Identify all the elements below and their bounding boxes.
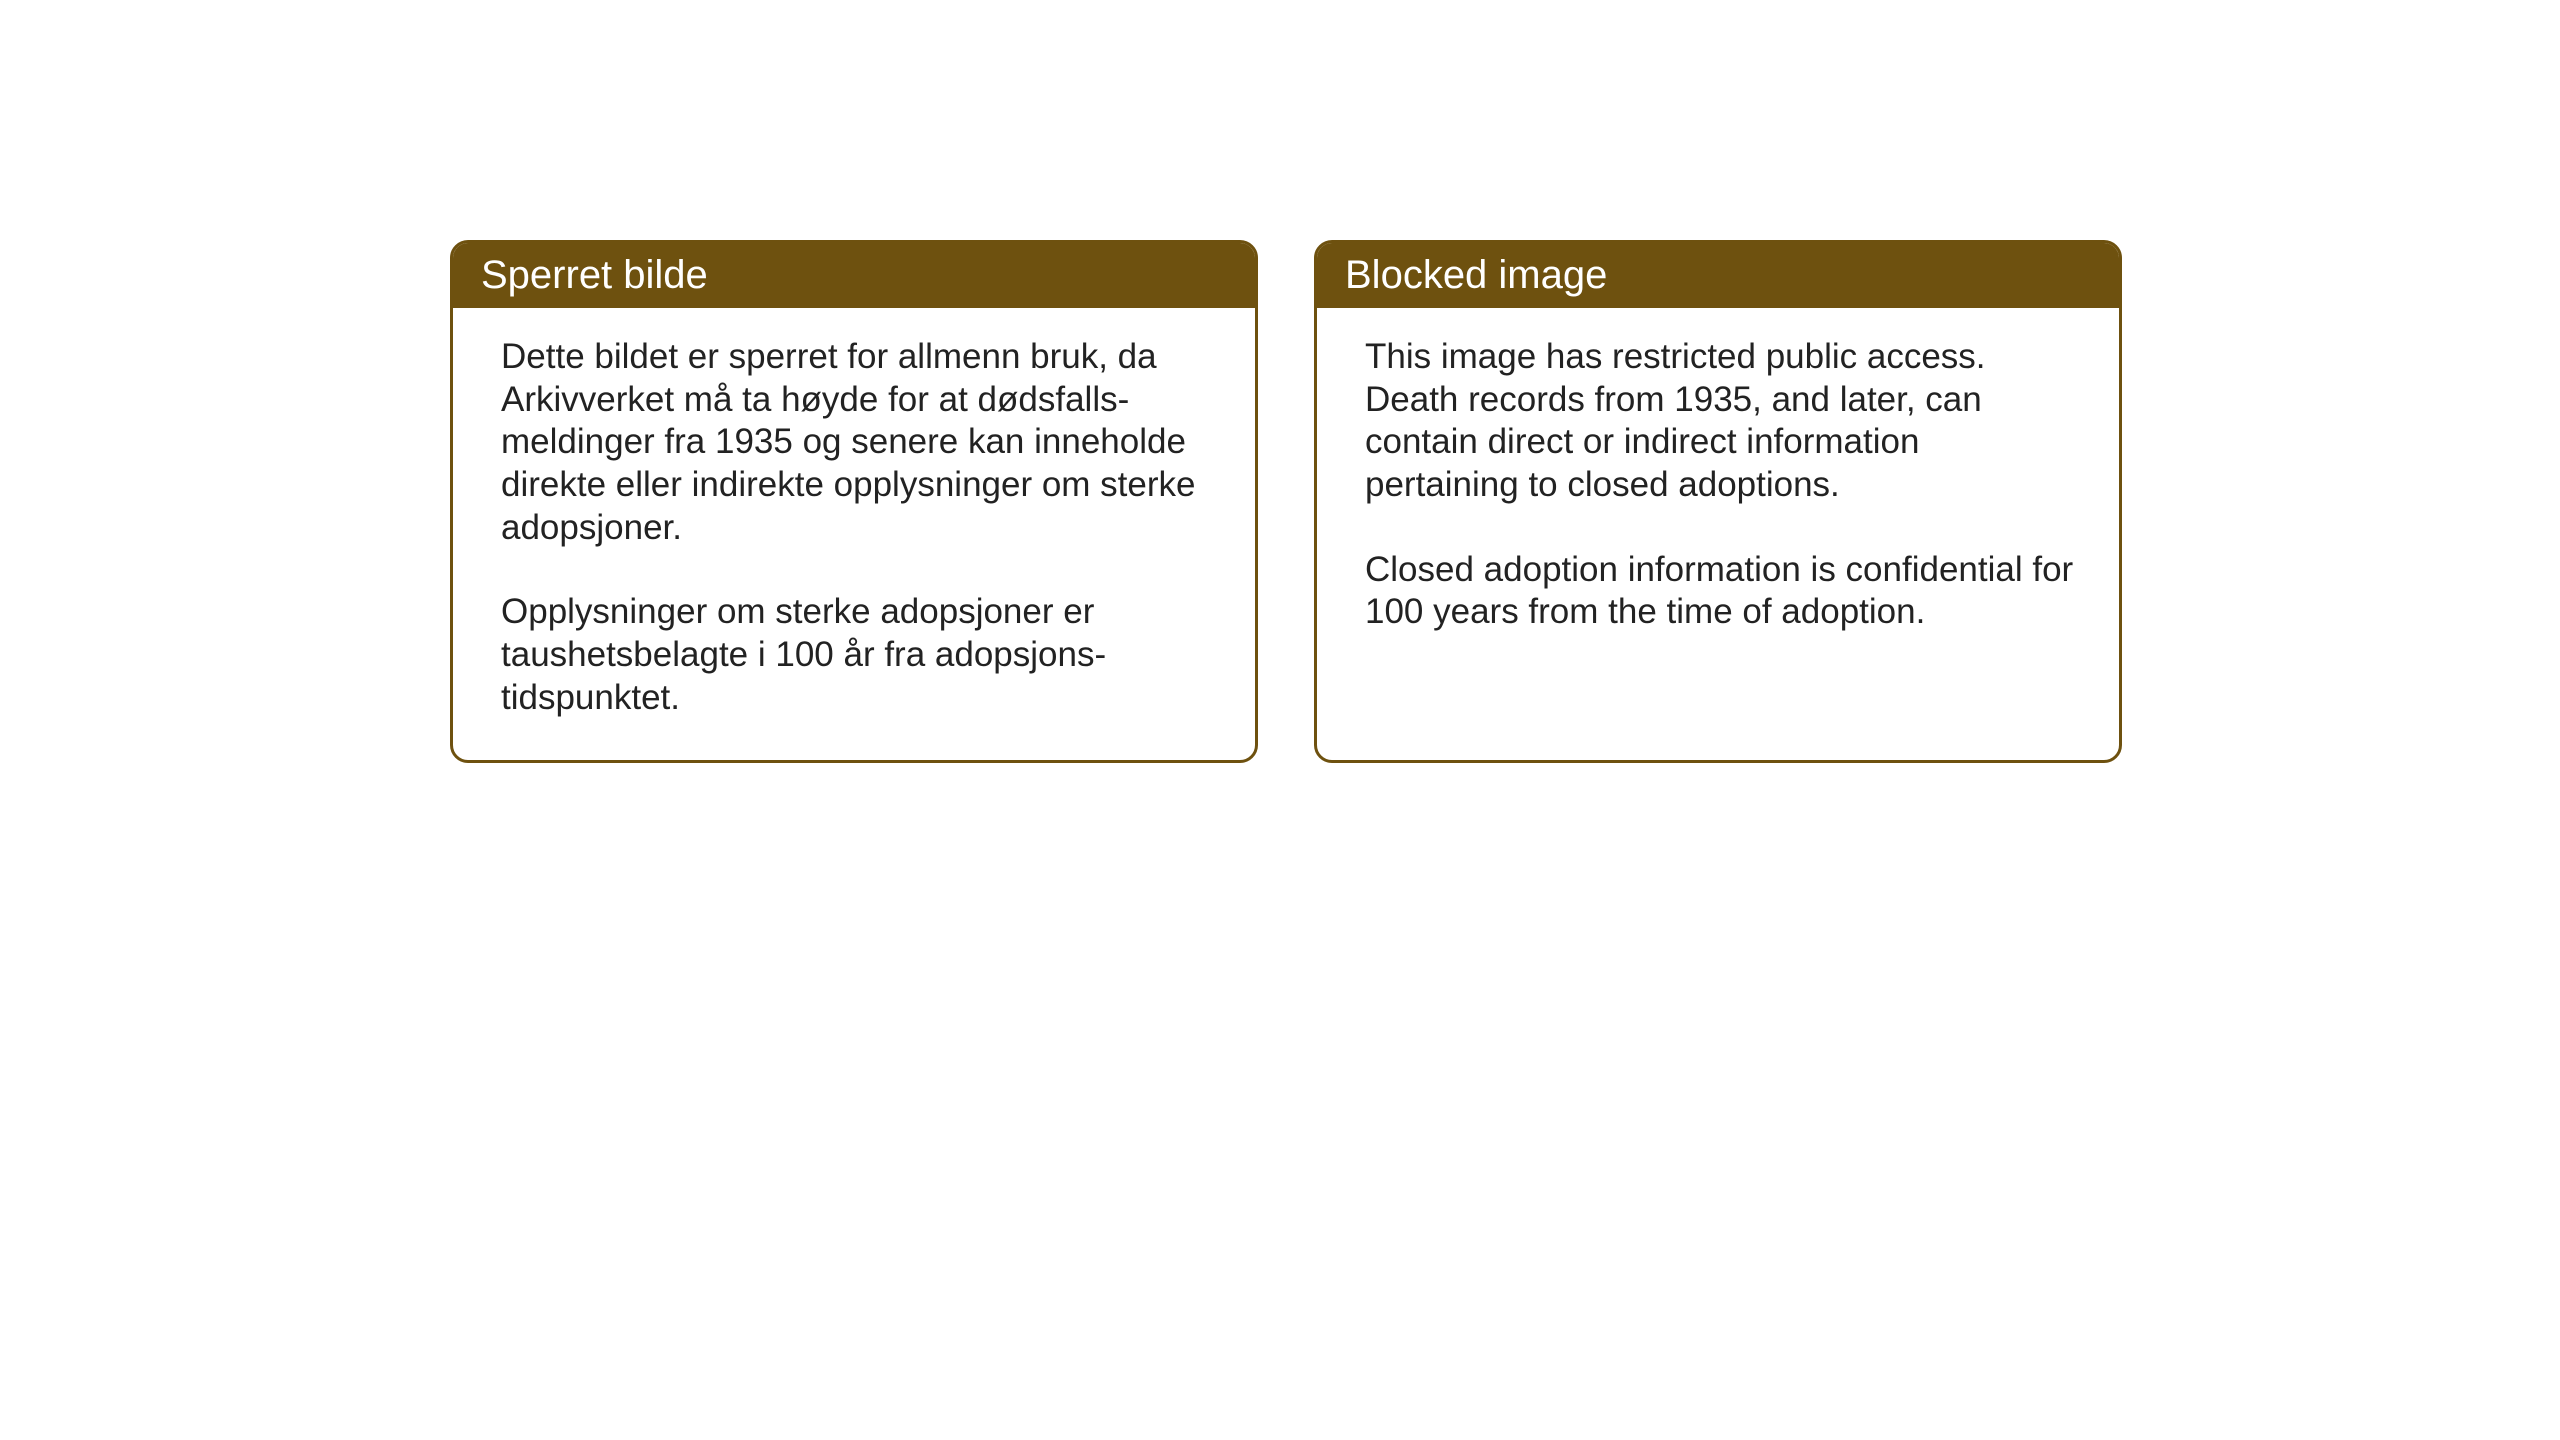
paragraph-2: Closed adoption information is confident… <box>1365 549 2077 634</box>
card-title: Sperret bilde <box>481 253 708 297</box>
card-header: Sperret bilde <box>453 243 1255 308</box>
paragraph-2: Opplysninger om sterke adopsjoner er tau… <box>501 591 1213 719</box>
notice-card-english: Blocked image This image has restricted … <box>1314 240 2122 763</box>
card-title: Blocked image <box>1345 253 1607 297</box>
card-body: This image has restricted public access.… <box>1317 308 2119 738</box>
paragraph-1: This image has restricted public access.… <box>1365 336 2077 507</box>
notice-card-norwegian: Sperret bilde Dette bildet er sperret fo… <box>450 240 1258 763</box>
card-body: Dette bildet er sperret for allmenn bruk… <box>453 308 1255 760</box>
paragraph-1: Dette bildet er sperret for allmenn bruk… <box>501 336 1213 549</box>
card-header: Blocked image <box>1317 243 2119 308</box>
notice-container: Sperret bilde Dette bildet er sperret fo… <box>450 240 2122 763</box>
